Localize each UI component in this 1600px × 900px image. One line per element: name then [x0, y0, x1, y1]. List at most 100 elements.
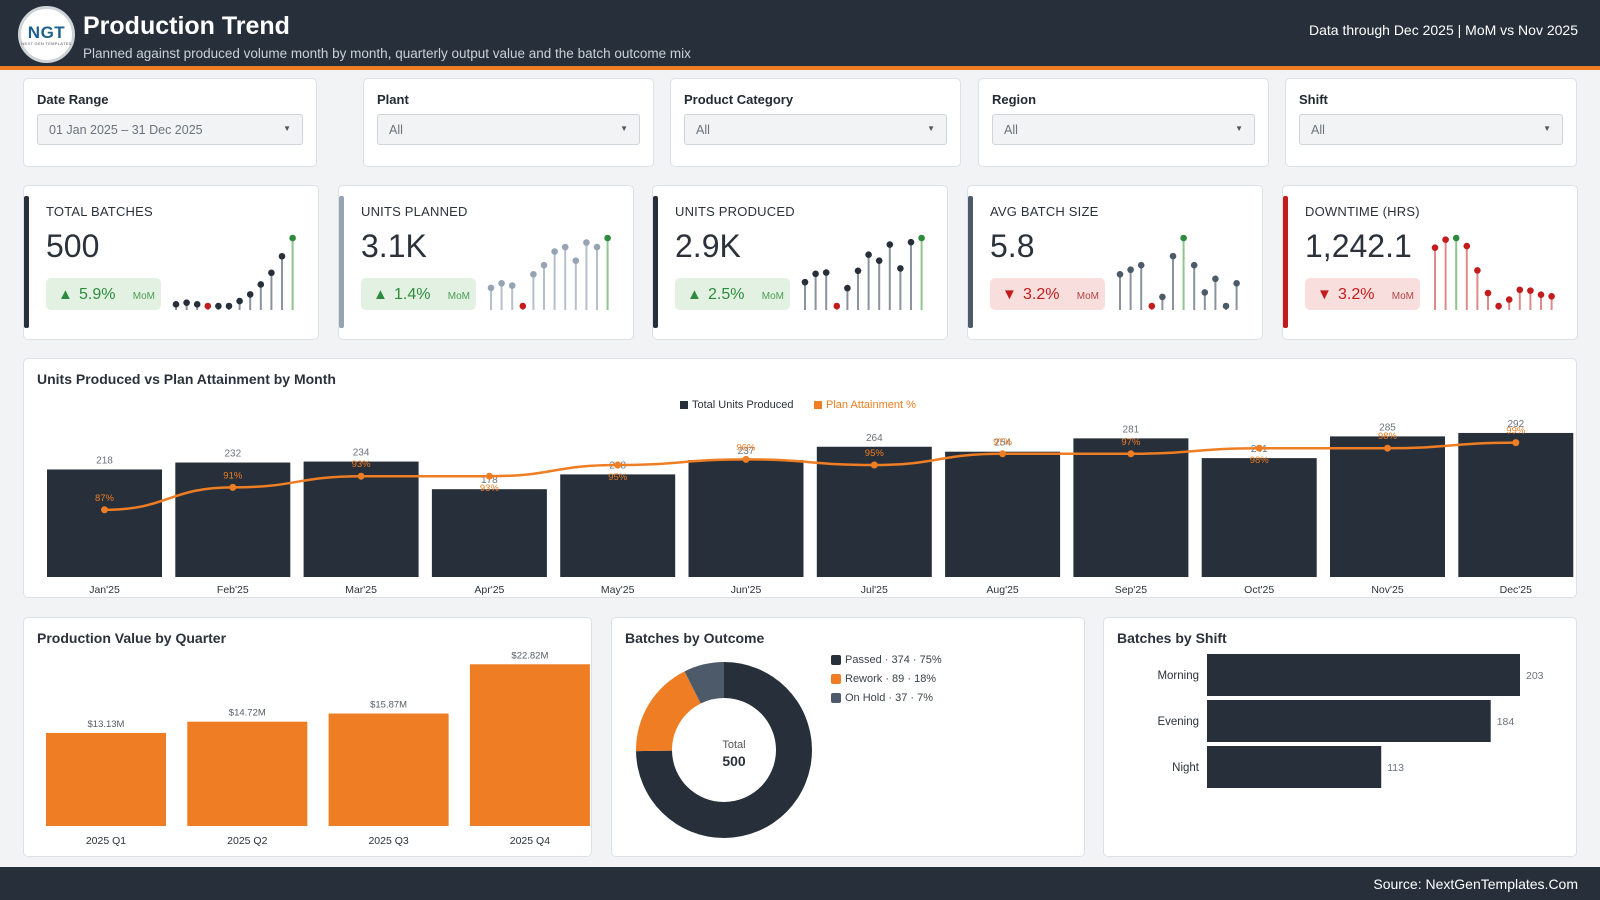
filter-value: 01 Jan 2025 – 31 Dec 2025	[49, 123, 203, 137]
spark-point	[1127, 266, 1134, 274]
legend-swatch	[831, 674, 841, 684]
legend-label: Rework · 89 · 18%	[845, 673, 937, 685]
spark-point	[1212, 275, 1219, 283]
bar-units-produced	[1458, 432, 1574, 577]
bar-units-produced	[688, 460, 804, 577]
bar-quarter-value	[46, 732, 166, 826]
chevron-down-icon: ▼	[927, 124, 935, 133]
filter-label: Product Category	[684, 92, 794, 107]
legend-label: Total Units Produced	[692, 399, 794, 411]
date-range-select[interactable]: 01 Jan 2025 – 31 Dec 2025 ▼	[37, 114, 303, 145]
monthly-chart-title: Units Produced vs Plan Attainment by Mon…	[37, 371, 336, 387]
spark-point	[1548, 292, 1555, 300]
kpi-change-badge: ▲ 5.9% MoM	[46, 278, 161, 310]
shift-chart-title: Batches by Shift	[1117, 630, 1227, 646]
outcome-chart-title: Batches by Outcome	[625, 630, 765, 646]
triangle-down-icon: ▼	[1317, 286, 1332, 303]
spark-point	[1495, 302, 1502, 310]
triangle-up-icon: ▲	[687, 286, 702, 303]
kpi-change-period: MoM	[132, 291, 155, 302]
plan-attainment-point	[870, 461, 878, 469]
spark-point	[886, 241, 894, 248]
triangle-up-icon: ▲	[58, 286, 73, 303]
plant-select[interactable]: All ▼	[377, 114, 640, 145]
line-value-label: 96%	[736, 442, 756, 453]
bar-units-produced	[1201, 458, 1317, 577]
bar-value-label: 237	[738, 446, 755, 457]
kpi-value: 500	[46, 228, 100, 264]
shift-select[interactable]: All ▼	[1299, 114, 1563, 145]
spark-point	[1431, 244, 1439, 252]
quarter-chart: $13.13M 2025 Q1 $14.72M 2025 Q2 $15.87M 2025 …	[46, 650, 590, 847]
spark-point	[1505, 296, 1513, 303]
kpi-change-badge: ▲ 1.4% MoM	[361, 278, 476, 310]
legend-swatch	[831, 693, 841, 703]
spark-point	[1201, 289, 1209, 296]
spark-point	[1537, 291, 1545, 298]
filter-value: All	[389, 123, 403, 137]
filter-product-category: Product Category All ▼	[670, 78, 961, 167]
x-tick-label: May'25	[601, 584, 635, 596]
spark-point	[833, 302, 841, 310]
line-value-label: 93%	[480, 483, 500, 494]
line-value-label: 98%	[1378, 431, 1398, 442]
x-tick-label: 2025 Q4	[510, 835, 550, 847]
kpi-accent-bar	[24, 196, 29, 328]
spark-point	[1463, 242, 1471, 250]
spark-point	[551, 248, 558, 255]
kpi-change-period: MoM	[1076, 291, 1099, 302]
bar-units-produced	[945, 451, 1061, 577]
kpi-value: 3.1K	[361, 228, 427, 264]
filter-label: Plant	[377, 92, 409, 107]
plan-attainment-line	[104, 441, 1516, 512]
chevron-down-icon: ▼	[1543, 124, 1551, 133]
kpi-change-period: MoM	[447, 291, 470, 302]
spark-point	[225, 302, 233, 310]
spark-point	[236, 297, 243, 305]
y-tick-label: Night	[1172, 762, 1200, 774]
filter-date-range: Date Range 01 Jan 2025 – 31 Dec 2025 ▼	[23, 78, 317, 167]
kpi-label: AVG BATCH SIZE	[990, 204, 1099, 219]
filter-label: Date Range	[37, 92, 109, 107]
chevron-down-icon: ▼	[1235, 124, 1243, 133]
spark-point	[508, 282, 516, 289]
line-value-label: 95%	[865, 448, 885, 459]
region-select[interactable]: All ▼	[992, 114, 1255, 145]
plan-attainment-point	[1255, 444, 1263, 452]
line-value-label: 98%	[1250, 455, 1270, 466]
bar-units-produced	[560, 474, 676, 577]
spark-point	[268, 269, 275, 277]
page-subtitle: Planned against produced volume month by…	[83, 46, 691, 61]
line-value-label: 97%	[1121, 437, 1141, 448]
line-value-label: 93%	[352, 459, 372, 470]
spark-point	[593, 243, 601, 251]
line-value-label: 91%	[223, 470, 243, 481]
spark-point	[519, 302, 527, 310]
bar-value-label: $13.13M	[88, 719, 125, 730]
chevron-down-icon: ▼	[620, 124, 628, 133]
spark-point	[1484, 289, 1492, 297]
legend-plan-attainment: Plan Attainment %	[814, 399, 916, 411]
plan-attainment-point	[485, 472, 493, 480]
x-tick-label: Sep'25	[1115, 584, 1148, 596]
triangle-up-icon: ▲	[373, 286, 388, 303]
legend-units-produced: Total Units Produced	[680, 399, 794, 411]
x-tick-label: 2025 Q2	[227, 835, 267, 847]
bar-units-produced	[431, 489, 547, 577]
spark-point	[257, 281, 265, 288]
quarter-chart-panel: Production Value by Quarter $13.13M 2025 …	[23, 617, 592, 857]
spark-point	[844, 284, 851, 292]
x-tick-label: Mar'25	[345, 584, 377, 596]
donut-slice-passed	[636, 662, 812, 838]
spark-point	[193, 301, 201, 308]
kpi-change-value: 3.2%	[1338, 286, 1375, 303]
kpi-sparkline	[487, 234, 611, 310]
product-category-select[interactable]: All ▼	[684, 114, 947, 145]
bar-value-label: 264	[866, 433, 883, 444]
shift-chart-panel: Batches by Shift Morning 203 Evening 184 Nig…	[1103, 617, 1577, 857]
source-label: Source: NextGenTemplates.Com	[1373, 876, 1578, 892]
spark-point	[540, 261, 548, 269]
plan-attainment-point	[742, 455, 750, 463]
bar-units-produced	[47, 469, 162, 577]
legend-label: Passed · 374 · 75%	[845, 654, 942, 666]
